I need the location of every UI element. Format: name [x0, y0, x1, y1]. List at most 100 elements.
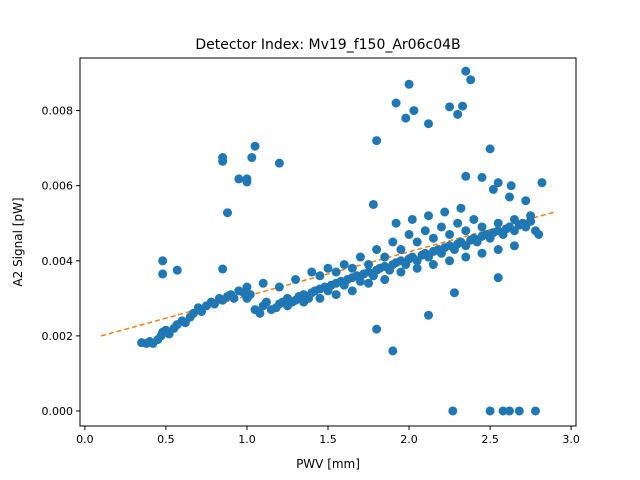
data-point-184 — [461, 171, 471, 181]
data-point-108 — [372, 245, 382, 255]
data-point-136 — [477, 222, 487, 232]
data-point-162 — [223, 208, 232, 218]
data-point-161 — [242, 177, 252, 187]
chart-title: Detector Index: Mv19_f150_Ar06c04B — [195, 37, 460, 53]
data-point-167 — [372, 324, 382, 334]
data-point-152 — [368, 199, 378, 209]
x-tick-label: 3.0 — [562, 433, 580, 446]
x-tick-label: 0.0 — [76, 433, 94, 446]
data-point-151 — [537, 178, 547, 188]
y-axis-label: A2 Signal [pW] — [11, 197, 25, 286]
data-point-177 — [445, 102, 455, 112]
data-point-143 — [315, 271, 325, 281]
x-tick-label: 1.0 — [238, 433, 256, 446]
data-point-183 — [485, 144, 495, 154]
x-axis-label: PWV [mm] — [296, 457, 360, 471]
data-point-102 — [274, 282, 284, 292]
data-point-30 — [255, 308, 265, 318]
data-point-153 — [488, 184, 498, 194]
points-layer — [137, 66, 547, 416]
data-point-105 — [323, 263, 333, 273]
data-point-176 — [424, 119, 433, 129]
data-point-164 — [158, 256, 168, 266]
data-point-135 — [461, 226, 471, 236]
data-point-160 — [274, 158, 284, 168]
data-point-106 — [339, 260, 349, 270]
data-point-125 — [493, 245, 503, 255]
data-point-138 — [509, 214, 519, 224]
data-point-170 — [449, 288, 459, 298]
data-point-109 — [388, 237, 398, 247]
data-point-174 — [404, 79, 414, 89]
data-point-159 — [247, 153, 257, 163]
data-point-190 — [498, 406, 508, 416]
data-point-158 — [250, 141, 260, 151]
x-tick-label: 2.5 — [481, 433, 499, 446]
data-point-175 — [409, 106, 419, 116]
y-tick-label: 0.004 — [42, 255, 74, 268]
data-point-191 — [505, 406, 515, 416]
fit-line — [100, 211, 556, 337]
data-point-139 — [526, 211, 536, 221]
data-point-130 — [380, 252, 390, 262]
fit-layer — [100, 211, 556, 337]
data-point-171 — [493, 273, 503, 283]
data-point-182 — [372, 136, 382, 146]
data-point-116 — [347, 286, 357, 296]
data-point-99 — [534, 229, 544, 239]
data-point-189 — [485, 406, 495, 416]
data-point-178 — [453, 109, 463, 119]
data-point-100 — [242, 282, 252, 292]
data-point-112 — [436, 222, 446, 232]
data-point-118 — [380, 275, 390, 285]
data-point-104 — [307, 267, 317, 277]
data-point-140 — [364, 260, 374, 270]
data-point-168 — [388, 346, 398, 356]
data-point-166 — [172, 265, 182, 275]
data-point-133 — [428, 233, 438, 243]
data-point-129 — [282, 301, 292, 311]
data-point-169 — [424, 310, 433, 320]
y-axis: 0.000 0.002 0.004 0.006 0.008 — [42, 105, 80, 418]
data-point-55 — [355, 276, 365, 286]
y-tick-label: 0.002 — [42, 330, 74, 343]
data-point-117 — [364, 278, 374, 288]
data-point-103 — [291, 275, 301, 285]
data-point-32 — [261, 297, 271, 307]
data-point-122 — [445, 256, 455, 266]
data-point-193 — [530, 406, 540, 416]
data-point-156 — [234, 174, 244, 184]
data-point-101 — [258, 278, 268, 288]
data-point-120 — [412, 263, 422, 273]
data-point-185 — [477, 172, 487, 182]
data-point-126 — [509, 241, 519, 251]
data-point-192 — [514, 406, 524, 416]
data-point-137 — [493, 218, 503, 228]
data-point-144 — [391, 218, 401, 228]
data-point-141 — [347, 263, 357, 273]
data-point-179 — [458, 101, 468, 111]
data-point-181 — [466, 75, 476, 85]
data-point-142 — [331, 267, 341, 277]
data-point-123 — [461, 252, 471, 262]
data-point-150 — [521, 196, 531, 206]
data-point-188 — [448, 406, 458, 416]
y-tick-label: 0.000 — [42, 405, 74, 418]
data-point-186 — [493, 178, 503, 188]
data-point-155 — [218, 153, 228, 163]
data-point-131 — [396, 245, 406, 255]
x-axis: 0.0 0.5 1.0 1.5 2.0 2.5 3.0 — [76, 426, 580, 446]
data-point-124 — [477, 248, 487, 258]
data-point-163 — [218, 264, 228, 274]
data-point-24 — [229, 293, 239, 303]
data-point-115 — [331, 290, 341, 300]
data-point-148 — [456, 203, 466, 213]
y-tick-label: 0.006 — [42, 180, 74, 193]
data-point-145 — [407, 214, 417, 224]
data-point-146 — [424, 211, 433, 221]
data-point-149 — [505, 192, 515, 202]
data-point-128 — [299, 297, 309, 307]
data-point-107 — [355, 252, 365, 262]
data-point-134 — [445, 229, 455, 239]
